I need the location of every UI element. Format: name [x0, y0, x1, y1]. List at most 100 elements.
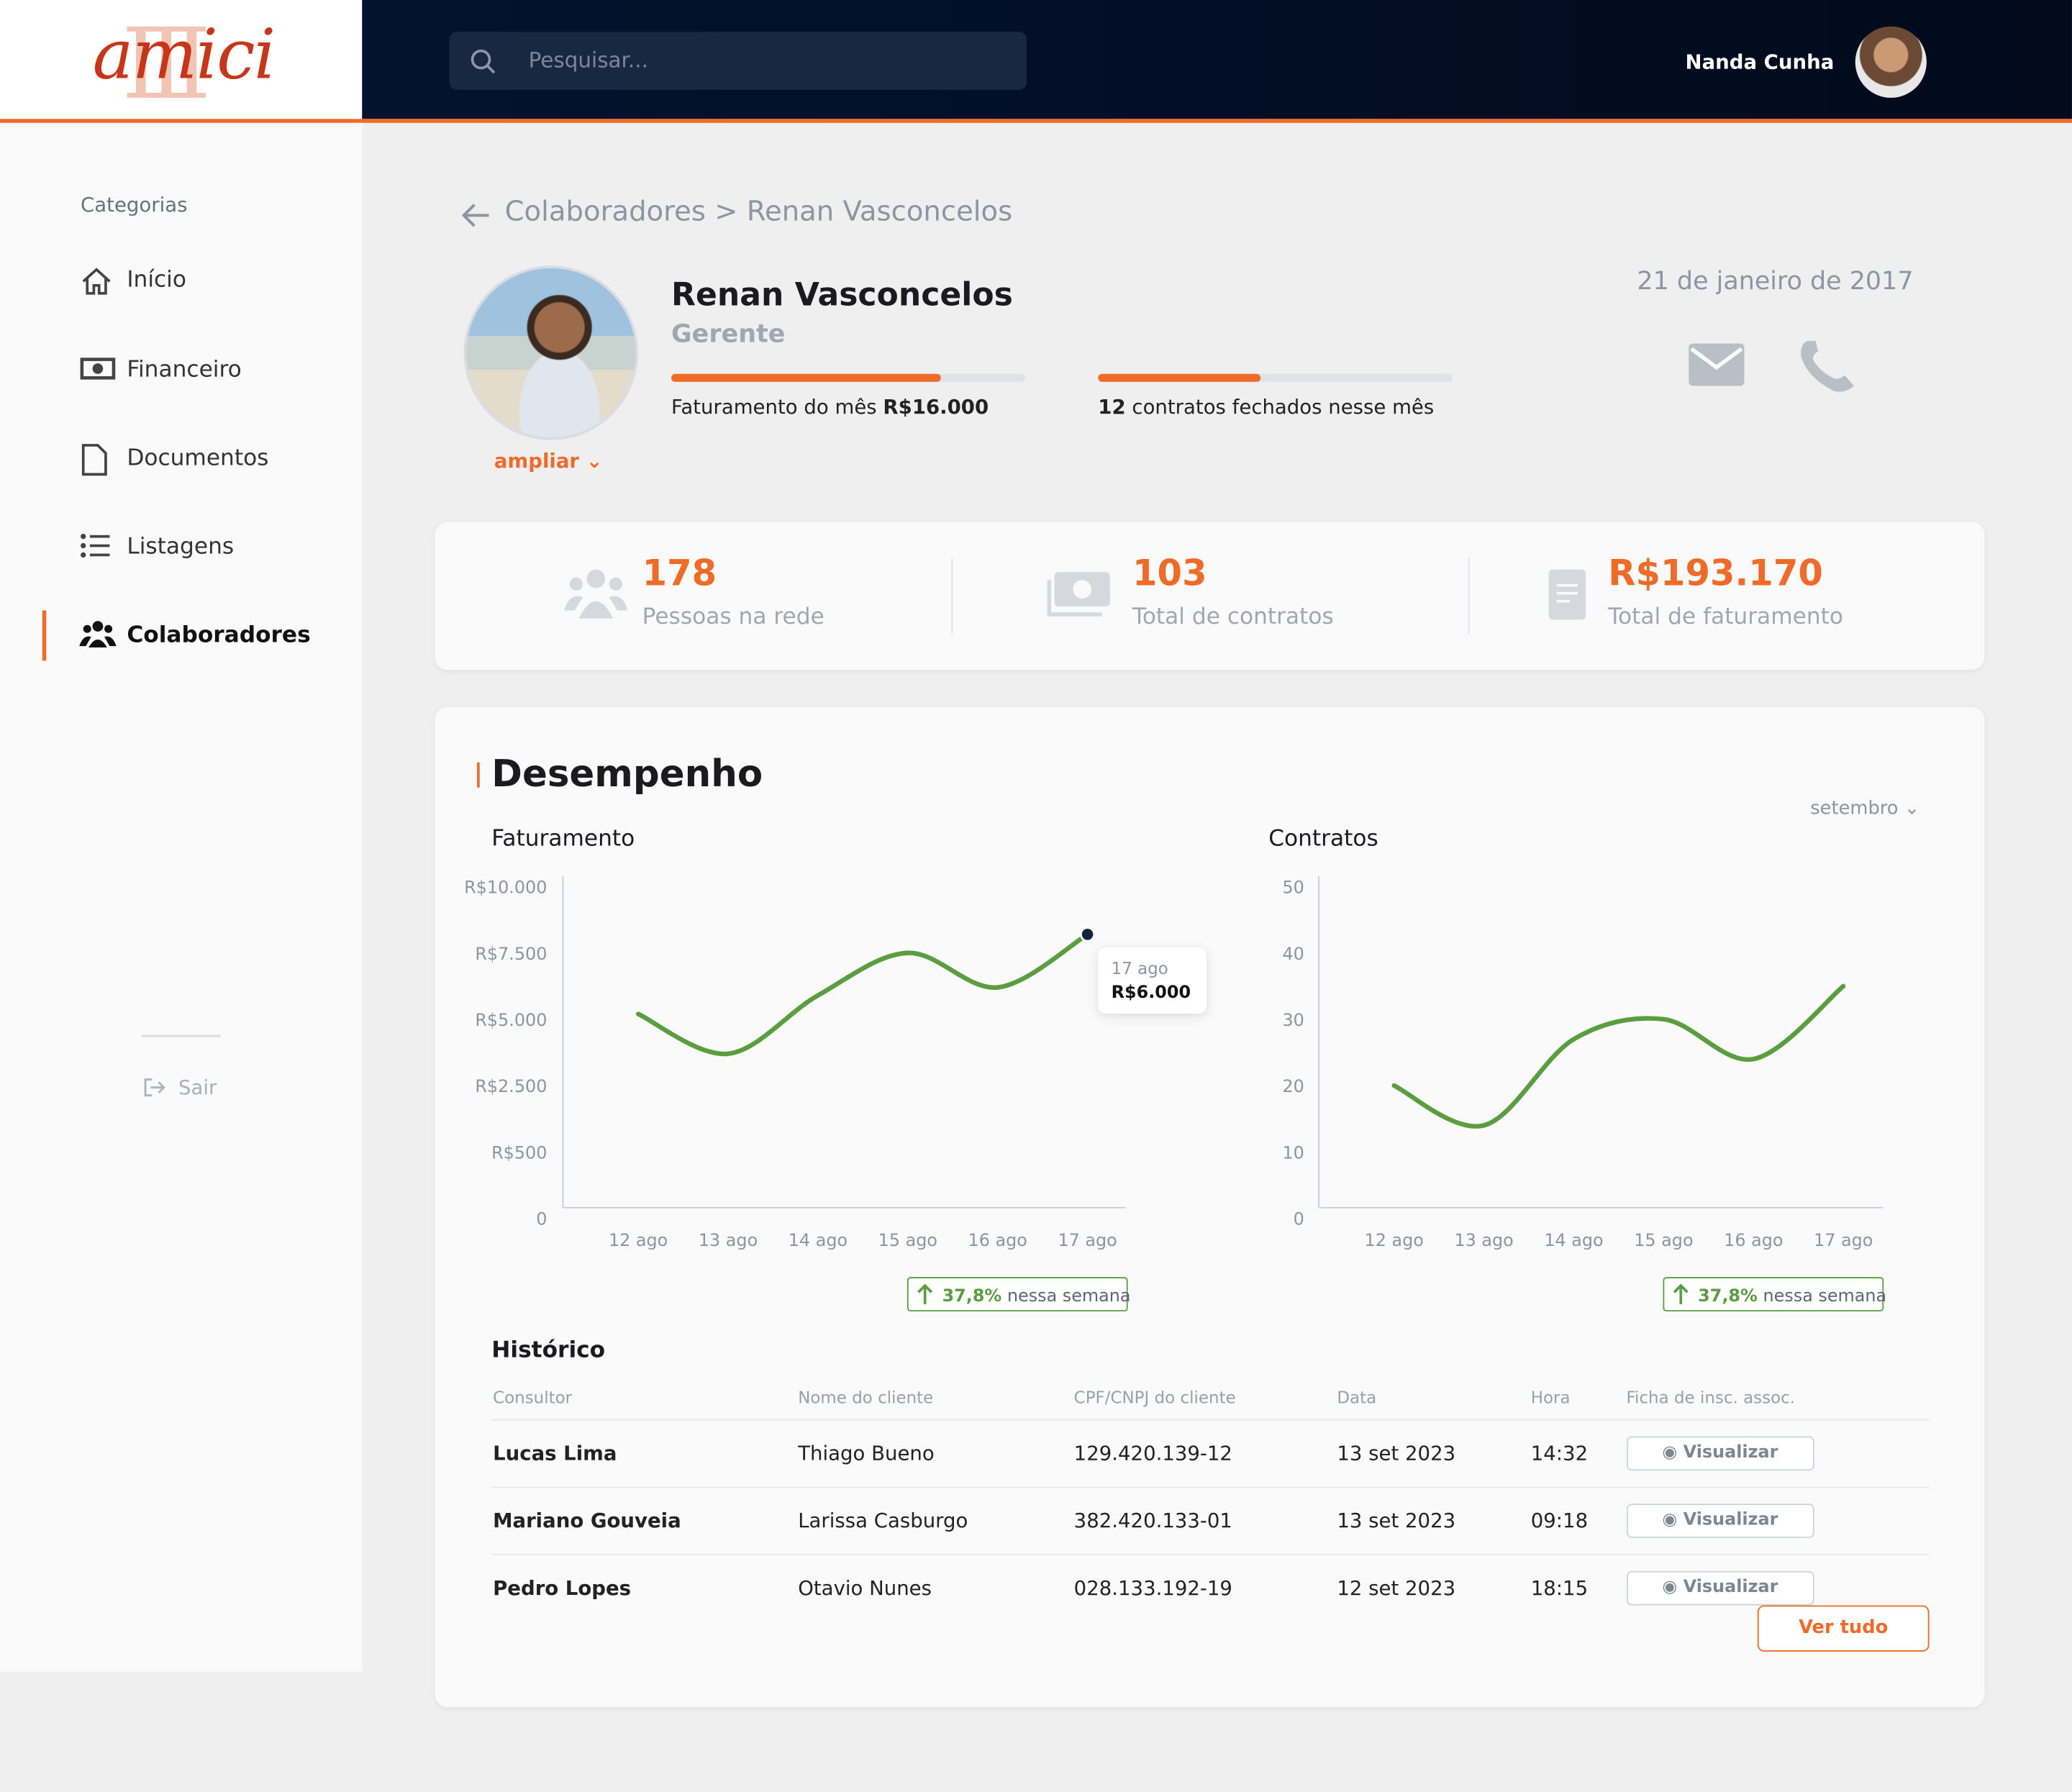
- y-tick-label: 0: [536, 1209, 547, 1229]
- history-title: Histórico: [491, 1337, 606, 1364]
- logout[interactable]: Sair: [178, 1075, 217, 1100]
- table-cell: 129.420.139-12: [1072, 1419, 1336, 1488]
- money-icon: [1047, 572, 1110, 617]
- x-tick-label: 12 ago: [1365, 1230, 1424, 1250]
- change-label: nessa semana: [1763, 1286, 1887, 1306]
- table-cell: 14:32: [1529, 1419, 1625, 1488]
- change-text: 37,8% nessa semana: [1698, 1286, 1886, 1306]
- view-button[interactable]: ◉ Visualizar: [1626, 1504, 1814, 1538]
- view-label: Visualizar: [1683, 1442, 1778, 1463]
- email-icon[interactable]: [1689, 343, 1745, 386]
- table-cell: 13 set 2023: [1335, 1486, 1530, 1555]
- view-button[interactable]: ◉ Visualizar: [1626, 1570, 1814, 1606]
- column-header: Data: [1337, 1386, 1377, 1407]
- divider: [141, 1034, 221, 1037]
- y-tick-label: 10: [1282, 1142, 1304, 1163]
- sidebar: [0, 122, 363, 1672]
- x-tick-label: 13 ago: [1454, 1230, 1513, 1250]
- line-series: [635, 932, 1090, 1057]
- user-avatar[interactable]: [1855, 26, 1927, 98]
- breadcrumb-link[interactable]: Colaboradores: [504, 195, 706, 227]
- table-cell: Lucas Lima: [491, 1419, 797, 1488]
- tooltip-point: [1080, 927, 1096, 942]
- stat-label: Pessoas na rede: [642, 604, 824, 631]
- nav-item[interactable]: Colaboradores: [127, 622, 311, 649]
- expand-text: ampliar: [494, 449, 580, 473]
- y-tick-label: R$10.000: [464, 878, 547, 898]
- column-header: Nome do cliente: [798, 1386, 934, 1407]
- search-box[interactable]: Pesquisar...: [449, 32, 1027, 90]
- nav-item[interactable]: Início: [127, 267, 186, 294]
- stats-card: [435, 522, 1985, 670]
- profile-role: Gerente: [671, 319, 786, 349]
- change-value: 37,8%: [1698, 1286, 1758, 1306]
- tooltip-category: 17 ago: [1112, 960, 1168, 978]
- divider: [951, 558, 953, 635]
- y-tick-label: R$5.000: [475, 1010, 547, 1030]
- logo-mark: III: [121, 8, 211, 122]
- x-tick-label: 15 ago: [878, 1230, 937, 1250]
- revenue-summary: Faturamento do mês R$16.000: [671, 395, 989, 419]
- nav-item[interactable]: Financeiro: [127, 356, 242, 383]
- profile-date: 21 de janeiro de 2017: [1637, 267, 1914, 296]
- phone-icon[interactable]: [1801, 340, 1854, 392]
- progress-track: [671, 373, 1026, 382]
- section-title: Desempenho: [491, 752, 763, 796]
- profile-name: Renan Vasconcelos: [671, 276, 1013, 314]
- chart-title: Contratos: [1268, 825, 1378, 851]
- contracts-count: 12: [1098, 395, 1126, 419]
- user-name[interactable]: Nanda Cunha: [1685, 50, 1835, 74]
- table-cell: ◉ Visualizar: [1625, 1486, 1930, 1555]
- sidebar-heading: Categorias: [81, 193, 188, 217]
- see-all-button[interactable]: Ver tudo: [1757, 1605, 1930, 1652]
- table-cell: 12 set 2023: [1335, 1553, 1530, 1622]
- logout-icon: [144, 1078, 165, 1097]
- breadcrumb: Colaboradores > Renan Vasconcelos: [505, 196, 1013, 227]
- title-accent: [477, 762, 480, 788]
- tooltip: [1098, 947, 1207, 1014]
- y-tick-label: 0: [1294, 1209, 1304, 1229]
- month-select[interactable]: setembro ⌄: [1810, 798, 1920, 819]
- active-indicator: [42, 610, 47, 661]
- view-button[interactable]: ◉ Visualizar: [1626, 1436, 1814, 1471]
- month: setembro: [1810, 798, 1899, 819]
- table-cell: Thiago Bueno: [796, 1419, 1073, 1488]
- column-header: Hora: [1530, 1386, 1571, 1407]
- x-tick-label: 17 ago: [1058, 1230, 1117, 1250]
- view-label: Visualizar: [1683, 1578, 1778, 1598]
- x-tick-label: 12 ago: [609, 1230, 668, 1250]
- document-icon: [1548, 569, 1586, 620]
- profile-photo[interactable]: [463, 265, 639, 440]
- progress-track: [1098, 373, 1453, 382]
- logo[interactable]: amici: [92, 16, 276, 96]
- table-cell: ◉ Visualizar: [1625, 1419, 1930, 1488]
- back-arrow[interactable]: [460, 201, 494, 229]
- search-placeholder: Pesquisar...: [528, 47, 648, 73]
- view-label: Visualizar: [1683, 1510, 1778, 1530]
- progress-fill: [1098, 373, 1261, 382]
- y-tick-label: 50: [1282, 878, 1304, 898]
- x-tick-label: 16 ago: [1724, 1230, 1783, 1250]
- nav-item[interactable]: Documentos: [127, 445, 269, 472]
- x-tick-label: 13 ago: [699, 1230, 758, 1250]
- table-cell: 13 set 2023: [1335, 1419, 1530, 1488]
- charts: Faturamento 0 R$500 R$2.500 R$5.000 R$7.500 R$…: [464, 825, 1886, 1311]
- table-cell: Mariano Gouveia: [491, 1486, 797, 1555]
- people-icon: [564, 569, 628, 619]
- breadcrumb-separator: >: [714, 195, 738, 227]
- change-badge: [906, 1277, 1128, 1311]
- history-table: Consultor Nome do cliente CPF/CNPJ do clie…: [491, 1374, 1930, 1622]
- expand-link[interactable]: ampliar ⌄: [494, 449, 603, 473]
- nav-item[interactable]: Listagens: [127, 534, 235, 560]
- tooltip-value: R$6.000: [1112, 982, 1191, 1002]
- breadcrumb-current: Renan Vasconcelos: [746, 195, 1013, 227]
- contracts-summary: 12 contratos fechados nesse mês: [1098, 395, 1434, 419]
- table-row: Lucas Lima Thiago Bueno 129.420.139-12 13 s…: [491, 1419, 1930, 1488]
- x-tick-label: 17 ago: [1814, 1230, 1873, 1250]
- stat-value: 178: [642, 553, 717, 595]
- y-tick-label: R$2.500: [475, 1076, 547, 1096]
- table-cell: 028.133.192-19: [1072, 1553, 1336, 1622]
- progress-fill: [671, 373, 941, 382]
